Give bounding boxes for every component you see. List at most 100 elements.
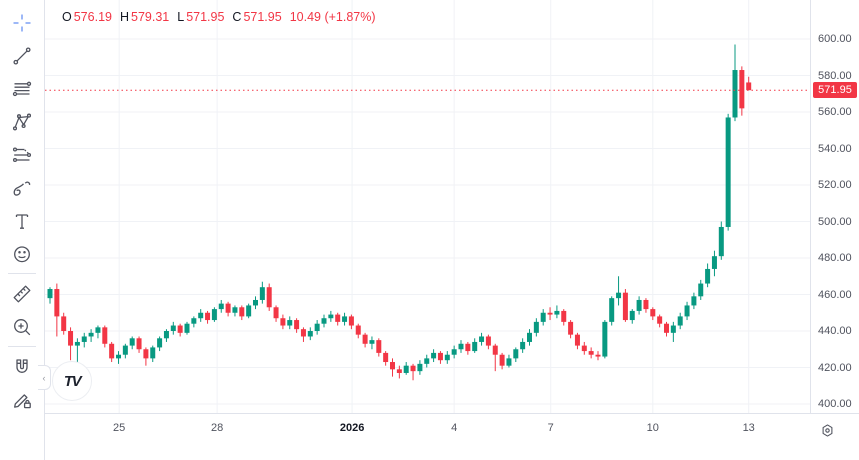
candle[interactable] [170,321,176,335]
trend-line-tool-button[interactable] [5,39,39,72]
candle[interactable] [458,340,464,353]
candle[interactable] [81,332,87,348]
candle[interactable] [670,321,676,342]
price-axis[interactable]: 571.95 600.00 580.00 560.00 540.00 520.00 500… [810,0,859,413]
candle[interactable] [198,309,204,322]
candle[interactable] [485,334,491,350]
candle[interactable] [177,323,183,337]
candle[interactable] [348,314,354,330]
candle[interactable] [417,360,423,375]
candle[interactable] [54,283,60,337]
candle[interactable] [732,44,738,122]
candle[interactable] [622,289,628,322]
candle[interactable] [465,341,471,355]
candle[interactable] [184,321,190,335]
candle[interactable] [143,347,149,366]
candle[interactable] [191,316,197,328]
candle[interactable] [383,351,389,366]
candle[interactable] [136,336,142,353]
candle[interactable] [595,351,601,361]
candle[interactable] [602,320,608,359]
candle[interactable] [102,325,108,348]
candle[interactable] [246,303,252,319]
candle[interactable] [746,76,752,91]
xabcd-pattern-tool-button[interactable] [5,105,39,138]
candle[interactable] [705,263,711,288]
candle[interactable] [218,299,224,313]
candle[interactable] [163,329,169,342]
chart-canvas[interactable] [45,0,810,413]
candle[interactable] [636,296,642,315]
candle[interactable] [300,327,306,342]
candle[interactable] [328,310,334,322]
candle[interactable] [691,292,697,310]
candle[interactable] [88,329,94,342]
candle[interactable] [157,336,163,352]
candle[interactable] [677,312,683,330]
candle[interactable] [314,320,320,335]
candle[interactable] [520,338,526,353]
candle[interactable] [259,281,265,304]
candle[interactable] [362,332,368,348]
candle[interactable] [479,332,485,346]
candle[interactable] [431,349,437,363]
fib-retracement-tool-button[interactable] [5,72,39,105]
zoom-in-tool-button[interactable] [5,310,39,343]
candle[interactable] [390,358,395,377]
candle[interactable] [403,362,409,375]
candle[interactable] [239,305,245,321]
candle[interactable] [684,301,690,321]
candle[interactable] [444,351,450,364]
toolbar-collapse-handle[interactable]: ‹ [38,365,51,390]
candle[interactable] [109,341,115,363]
candle[interactable] [533,318,539,337]
candle[interactable] [588,347,594,359]
time-axis[interactable]: 25 28 2026 4 7 10 13 [45,413,859,460]
candle[interactable] [211,307,217,322]
candle[interactable] [492,343,498,372]
candle[interactable] [739,66,745,116]
candle[interactable] [547,307,553,321]
candle[interactable] [506,354,512,368]
candle[interactable] [657,314,663,328]
candle[interactable] [266,283,272,311]
emoji-tool-button[interactable] [5,237,39,270]
candle[interactable] [410,363,416,381]
candle[interactable] [396,365,402,379]
candle[interactable] [472,338,478,353]
candle[interactable] [581,341,587,355]
candle[interactable] [321,314,327,328]
candle[interactable] [718,221,724,260]
candle[interactable] [294,318,300,333]
candle[interactable] [68,327,74,361]
candle[interactable] [287,316,293,330]
candle[interactable] [253,296,258,310]
candle[interactable] [335,312,341,326]
candle[interactable] [129,336,135,350]
candle[interactable] [437,351,443,364]
candle[interactable] [273,305,279,322]
candle[interactable] [307,327,313,341]
candle[interactable] [280,314,286,330]
candle[interactable] [725,113,731,231]
candle[interactable] [499,352,505,370]
candle[interactable] [698,279,704,300]
magnet-tool-button[interactable] [5,350,39,383]
candle[interactable] [650,307,656,321]
brush-tool-button[interactable] [5,171,39,204]
candle[interactable] [232,305,238,317]
candle[interactable] [513,347,519,363]
candle[interactable] [554,305,560,319]
candle[interactable] [61,312,67,335]
candle[interactable] [150,345,156,363]
candle[interactable] [205,310,211,324]
text-tool-button[interactable] [5,204,39,237]
candle[interactable] [711,250,717,277]
axis-settings-button[interactable] [817,420,837,440]
drawing-lock-tool-button[interactable] [5,383,39,416]
candle[interactable] [355,323,361,339]
candle[interactable] [616,276,622,306]
candle[interactable] [225,301,231,317]
candle[interactable] [561,309,567,326]
candle[interactable] [643,298,649,313]
